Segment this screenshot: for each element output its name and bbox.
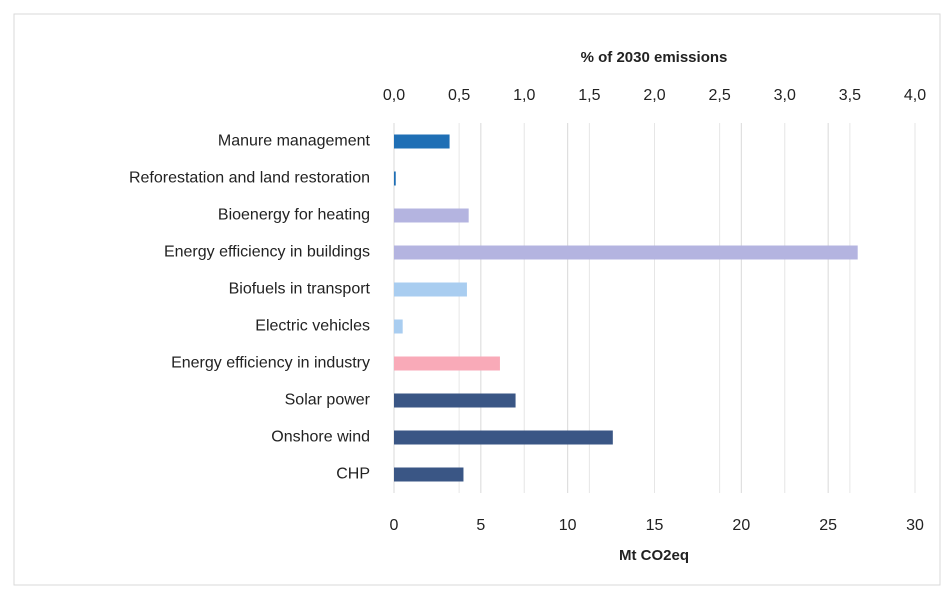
x-axis-label: Mt CO2eq [619,547,689,564]
x2-tick-label: 0,0 [383,87,405,104]
y-tick-label: Electric vehicles [255,318,370,335]
bar [394,356,500,371]
x2-tick-label: 4,0 [904,87,926,104]
bar [394,467,464,482]
bar [394,393,516,408]
bar [394,134,450,149]
x-tick-label: 0 [390,517,399,534]
bar [394,430,613,445]
bar [394,171,396,186]
x-tick-label: 15 [646,517,664,534]
x2-tick-label: 2,5 [709,87,731,104]
x2-tick-label: 1,0 [513,87,535,104]
x2-tick-label: 2,0 [643,87,665,104]
x2-tick-label: 0,5 [448,87,470,104]
y-tick-label: Manure management [218,133,371,150]
x2-tick-label: 3,0 [774,87,796,104]
y-tick-label: Energy efficiency in industry [171,355,370,372]
y-tick-label: Bioenergy for heating [218,207,370,224]
x-tick-label: 25 [819,517,837,534]
bar [394,245,858,260]
x-tick-label: 5 [476,517,485,534]
y-tick-label: Onshore wind [271,429,370,446]
y-tick-label: CHP [336,466,370,483]
bar [394,282,467,297]
x2-tick-label: 1,5 [578,87,600,104]
y-tick-label: Solar power [285,392,371,409]
y-tick-label: Energy efficiency in buildings [164,244,370,261]
y-tick-label: Reforestation and land restoration [129,170,370,187]
bar [394,319,403,334]
bar [394,208,469,223]
x-tick-label: 30 [906,517,924,534]
chart-title: % of 2030 emissions [581,49,728,66]
x-tick-label: 10 [559,517,577,534]
chart-frame [13,13,941,586]
y-tick-label: Biofuels in transport [229,281,371,298]
x2-tick-label: 3,5 [839,87,861,104]
x-tick-label: 20 [732,517,750,534]
